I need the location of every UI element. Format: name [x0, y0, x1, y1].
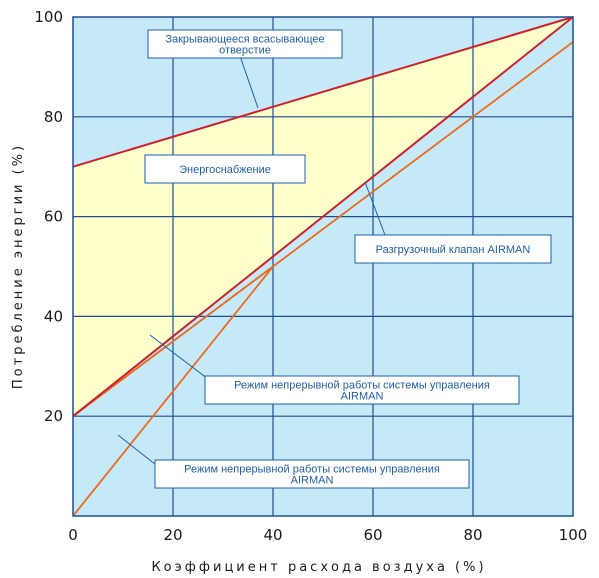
- annotation-2: Энергоснабжение: [144, 154, 306, 184]
- x-tick-label: 40: [263, 526, 282, 544]
- x-tick-label: 20: [163, 526, 182, 544]
- series-line-closing-suction: [72, 16, 574, 168]
- annotation-4: Режим непрерывной работы системы управле…: [149, 334, 520, 405]
- annotation-label: отверстие: [219, 45, 271, 57]
- annotation-label: AIRMAN: [341, 391, 384, 403]
- x-tick-label: 60: [363, 526, 382, 544]
- annotation-label: Энергоснабжение: [179, 164, 271, 176]
- annotation-label: Закрывающееся всасывающее: [165, 34, 324, 46]
- annotation-box: [154, 459, 470, 489]
- x-tick-label: 0: [68, 526, 78, 544]
- annotation-box: [204, 375, 520, 405]
- series-line-unloader-valve: [72, 16, 574, 417]
- annotation-label: Режим непрерывной работы системы управле…: [184, 464, 440, 476]
- annotation-pointer: [239, 55, 259, 109]
- plot-frame: [72, 16, 574, 517]
- y-axis-title: Потребление энергии (%): [11, 143, 26, 389]
- annotation-label: AIRMAN: [291, 475, 334, 487]
- y-tick-label: 80: [44, 108, 63, 126]
- series-line-continuous-mode-lower: [72, 265, 274, 517]
- y-tick-label: 60: [44, 208, 63, 226]
- annotation-box: [144, 154, 306, 184]
- series-line-dashed-segment: [72, 265, 274, 417]
- y-tick-label: 20: [44, 407, 63, 425]
- annotation-3: Разгрузочный клапан AIRMAN: [354, 181, 552, 264]
- y-tick-label: 100: [34, 8, 63, 26]
- annotation-box: [147, 29, 343, 59]
- annotation-label: Разгрузочный клапан AIRMAN: [376, 244, 531, 256]
- x-tick-label: 80: [463, 526, 482, 544]
- x-axis-title: Коэффициент расхода воздуха (%): [151, 560, 486, 575]
- annotation-5: Режим непрерывной работы системы управле…: [117, 434, 470, 489]
- annotation-box: [354, 234, 552, 264]
- x-tick-label: 100: [559, 526, 588, 544]
- annotation-pointer: [364, 181, 386, 236]
- y-tick-label: 40: [44, 307, 63, 325]
- annotation-label: Режим непрерывной работы системы управле…: [234, 380, 490, 392]
